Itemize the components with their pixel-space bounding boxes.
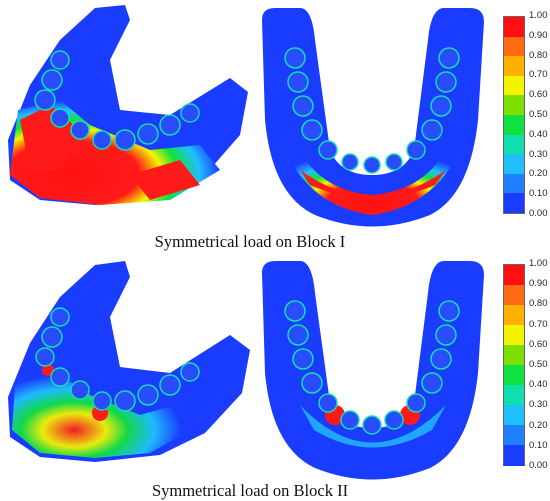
color-scale-segment <box>504 345 524 366</box>
color-scale-segment <box>504 134 524 155</box>
color-scale-tick-label: 0.70 <box>529 318 548 330</box>
color-scale-tick-label: 0.80 <box>529 298 548 310</box>
color-scale-segment <box>504 385 524 406</box>
arch-occlusal-view-block-2 <box>262 261 484 480</box>
figure-panel-block-1: 1.00 0.90 0.80 0.70 0.60 0.50 0.40 0.30 0.20 0.10… <box>8 5 548 251</box>
color-scale-tick-label: 0.00 <box>529 460 548 471</box>
color-scale-segment <box>504 75 524 96</box>
color-scale-tick-label: 0.60 <box>529 89 548 101</box>
color-scale-segment <box>504 425 524 446</box>
figure-panel-block-2: 1.00 0.90 0.80 0.70 0.60 0.50 0.40 0.30 0.20 0.10… <box>0 255 550 501</box>
color-scale-tick-label: 0.10 <box>529 188 548 200</box>
color-scale-segment <box>504 95 524 116</box>
arch-lateral-view-block-1 <box>8 5 248 205</box>
color-scale-tick-label: 0.80 <box>529 49 548 61</box>
color-scale-tick-label: 1.00 <box>529 10 548 21</box>
color-scale-tick-label: 0.50 <box>529 109 548 120</box>
color-scale-tick-label: 0.50 <box>529 359 548 370</box>
color-scale-bar <box>503 16 525 214</box>
stress-map-block-1 <box>8 5 484 227</box>
color-scale-tick-label: 1.00 <box>529 258 548 269</box>
color-scale-segment <box>504 115 524 136</box>
color-scale-tick-label: 0.70 <box>529 69 548 81</box>
color-scale-segment <box>504 285 524 306</box>
color-scale-segment <box>504 365 524 386</box>
color-scale-tick-label: 0.60 <box>529 338 548 350</box>
color-scale-tick-label: 0.90 <box>529 278 548 290</box>
arch-occlusal-view-block-1 <box>262 8 484 227</box>
color-scale-bar <box>503 264 525 466</box>
color-scale-segment <box>504 305 524 326</box>
color-scale-tick-label: 0.40 <box>529 128 548 140</box>
color-scale-segment <box>504 17 524 38</box>
color-scale-tick-label: 0.00 <box>529 208 548 219</box>
color-scale-tick-label: 0.20 <box>529 419 548 431</box>
caption-block-1: Symmetrical load on Block I <box>154 232 346 251</box>
color-scale-segment <box>504 405 524 426</box>
color-scale-segment <box>504 193 524 214</box>
color-scale-segment <box>504 154 524 175</box>
color-scale-segment <box>504 173 524 194</box>
caption-block-2: Symmetrical load on Block II <box>151 481 349 500</box>
arch-lateral-view-block-2 <box>8 261 250 462</box>
color-scale-segment <box>504 445 524 466</box>
color-scale-tick-label: 0.90 <box>529 29 548 41</box>
color-scale-tick-label: 0.30 <box>529 399 548 411</box>
color-scale-tick-label: 0.20 <box>529 168 548 180</box>
color-scale-tick-label: 0.40 <box>529 379 548 391</box>
color-scale-tick-label: 0.30 <box>529 148 548 160</box>
stress-map-block-2 <box>8 261 484 480</box>
color-scale-segment <box>504 265 524 286</box>
color-scale-tick-label: 0.10 <box>529 439 548 451</box>
color-scale-segment <box>504 325 524 346</box>
color-scale-segment <box>504 56 524 77</box>
color-scale-segment <box>504 36 524 57</box>
